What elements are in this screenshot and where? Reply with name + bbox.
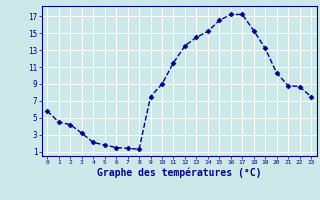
X-axis label: Graphe des températures (°C): Graphe des températures (°C) xyxy=(97,168,261,178)
